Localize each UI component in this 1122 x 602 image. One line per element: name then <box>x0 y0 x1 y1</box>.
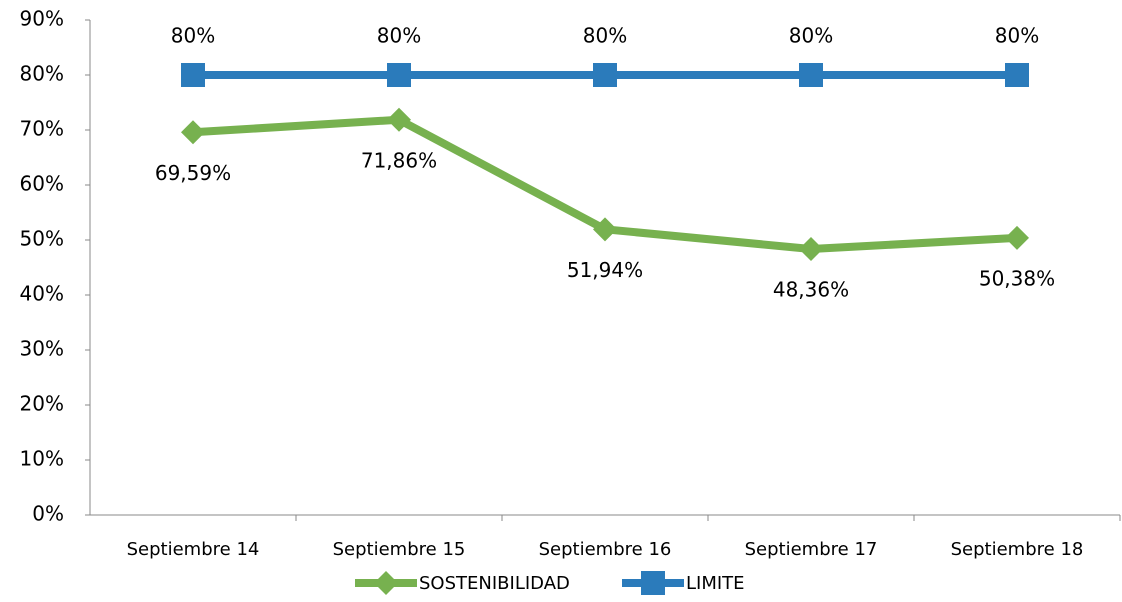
y-tick-label: 30% <box>20 337 64 361</box>
y-tick-label: 0% <box>32 502 64 526</box>
data-point <box>593 217 617 242</box>
y-tick-label: 50% <box>20 227 64 251</box>
data-label: 80% <box>171 24 215 48</box>
legend-marker <box>374 571 398 595</box>
data-label: 48,36% <box>773 278 849 302</box>
y-tick-label: 80% <box>20 62 64 86</box>
x-tick-label: Septiembre 14 <box>127 539 260 560</box>
data-point <box>1005 225 1029 250</box>
legend-label: SOSTENIBILIDAD <box>419 573 570 594</box>
x-tick-label: Septiembre 17 <box>745 539 878 560</box>
data-label: 80% <box>789 24 833 48</box>
data-point <box>181 63 205 87</box>
data-label: 71,86% <box>361 148 437 172</box>
y-tick-label: 10% <box>20 447 64 471</box>
data-point <box>181 120 205 145</box>
data-label: 50,38% <box>979 266 1055 290</box>
y-tick-label: 90% <box>20 7 64 31</box>
data-label: 69,59% <box>155 161 231 185</box>
data-point <box>387 107 411 132</box>
y-tick-label: 20% <box>20 392 64 416</box>
data-point <box>593 63 617 87</box>
y-tick-label: 70% <box>20 117 64 141</box>
data-point <box>799 63 823 87</box>
data-label: 80% <box>377 24 421 48</box>
data-point <box>799 237 823 262</box>
y-tick-label: 60% <box>20 172 64 196</box>
data-label: 80% <box>995 24 1039 48</box>
x-tick-label: Septiembre 16 <box>539 539 672 560</box>
y-tick-label: 40% <box>20 282 64 306</box>
data-label: 80% <box>583 24 627 48</box>
data-point <box>387 63 411 87</box>
legend-label: LIMITE <box>686 573 745 594</box>
x-tick-label: Septiembre 15 <box>333 539 466 560</box>
data-label: 51,94% <box>567 258 643 282</box>
x-tick-label: Septiembre 18 <box>951 539 1084 560</box>
data-point <box>1005 63 1029 87</box>
legend-marker <box>641 571 665 595</box>
